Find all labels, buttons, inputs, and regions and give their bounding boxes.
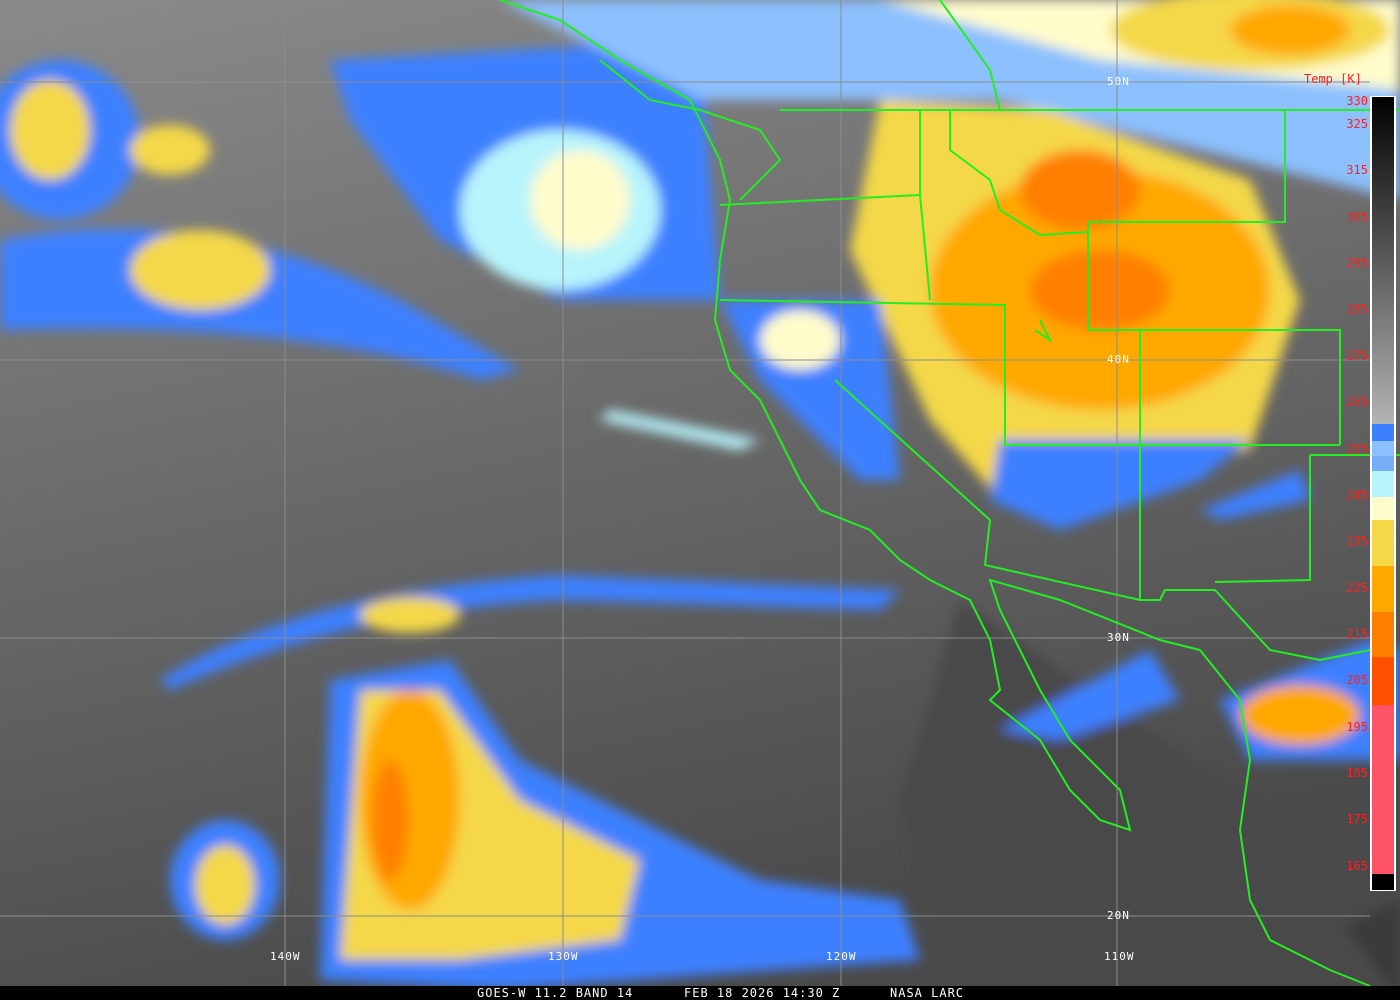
lat-label-50n: 50N (1107, 75, 1130, 88)
colorbar-tick-label: 195 (1346, 720, 1368, 734)
gridlines (0, 0, 1370, 986)
colorbar (1370, 96, 1396, 891)
lon-label-140w: 140W (270, 950, 301, 963)
coastlines-and-borders (499, 0, 1400, 987)
footer-product: GOES-W 11.2 BAND 14 (477, 986, 634, 1000)
colorbar-tick-label: 225 (1346, 581, 1368, 595)
canada-coast (599, 0, 1001, 201)
colorbar-tick-label: 245 (1346, 488, 1368, 502)
footer-source: NASA LARC (890, 986, 965, 1000)
colorbar-title: Temp [K] (1304, 72, 1362, 86)
colorbar-tick-label: 165 (1346, 859, 1368, 873)
colorbar-tick-label: 285 (1346, 302, 1368, 316)
lat-label-20n: 20N (1107, 909, 1130, 922)
colorbar-tick-label: 175 (1346, 812, 1368, 826)
colorbar-tick-label: 305 (1346, 210, 1368, 224)
footer-bar: GOES-W 11.2 BAND 14 FEB 18 2026 14:30 Z … (0, 986, 1400, 1000)
lat-label-40n: 40N (1107, 353, 1130, 366)
west-coast (499, 0, 1371, 987)
lon-label-120w: 120W (826, 950, 857, 963)
colorbar-tick-label: 205 (1346, 673, 1368, 687)
lat-label-30n: 30N (1107, 631, 1130, 644)
lon-label-110w: 110W (1104, 950, 1135, 963)
colorbar-tick-label: 255 (1346, 442, 1368, 456)
colorbar-tick-label: 265 (1346, 395, 1368, 409)
colorbar-tick-label: 235 (1346, 534, 1368, 548)
colorbar-tick-label: 185 (1346, 766, 1368, 780)
lon-label-130w: 130W (548, 950, 579, 963)
colorbar-tick-label: 330 (1346, 94, 1368, 108)
colorbar-tick-label: 295 (1346, 256, 1368, 270)
footer-datetime: FEB 18 2026 14:30 Z (684, 986, 841, 1000)
colorbar-tick-label: 325 (1346, 117, 1368, 131)
colorbar-tick-label: 275 (1346, 349, 1368, 363)
colorbar-tick-label: 315 (1346, 163, 1368, 177)
state-lines (719, 110, 1400, 662)
colorbar-tick-label: 215 (1346, 627, 1368, 641)
